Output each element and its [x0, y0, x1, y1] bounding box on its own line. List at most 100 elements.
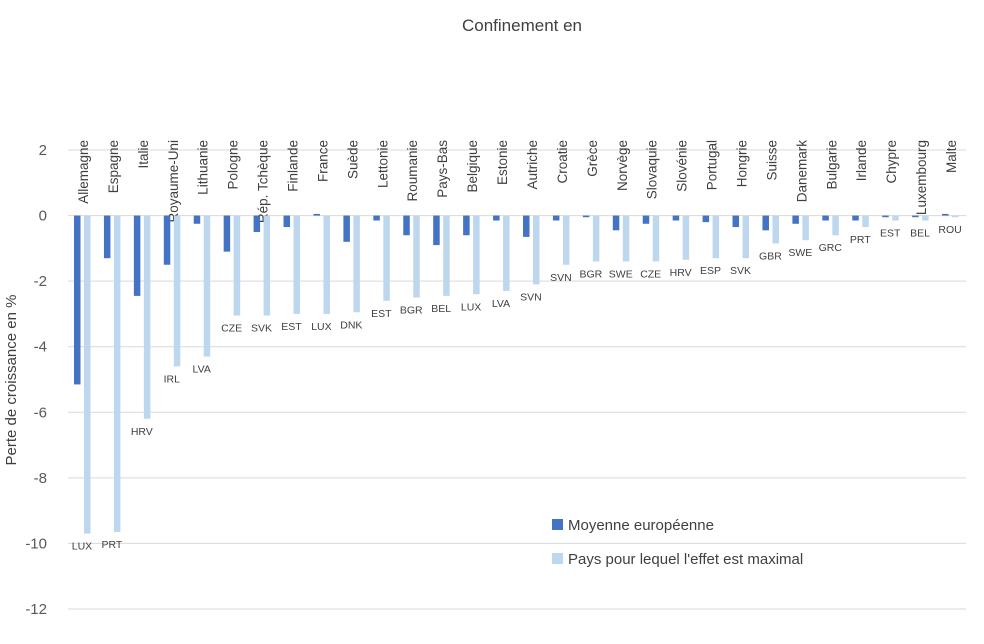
country-code-label: LVA — [492, 298, 510, 310]
country-code-label: BGR — [579, 268, 602, 280]
bar-moyenne — [732, 215, 740, 228]
bar-moyenne — [463, 215, 470, 236]
bar-moyenne — [762, 215, 769, 231]
y-tick-label: -4 — [34, 339, 47, 356]
category-label: Norvège — [615, 140, 630, 191]
category-label: Lettonie — [375, 140, 390, 188]
bar-moyenne — [882, 215, 889, 218]
country-code-label: IRL — [164, 373, 181, 385]
country-code-label: HRV — [131, 426, 153, 438]
y-tick-label: 2 — [39, 142, 47, 159]
bar-moyenne — [373, 215, 380, 221]
country-code-label: LVA — [193, 364, 211, 376]
category-label: France — [315, 140, 330, 182]
country-code-label: BEL — [910, 227, 930, 239]
category-label: Lithuanie — [196, 140, 211, 195]
country-code-label: SVK — [730, 265, 751, 277]
bar-moyenne — [103, 215, 111, 259]
category-label: Pays-Bas — [435, 140, 450, 198]
bar-moyenne — [223, 215, 231, 252]
country-code-label: SVN — [550, 272, 572, 284]
country-code-label: PRT — [850, 234, 871, 246]
bar-moyenne — [912, 215, 919, 218]
bar-max — [143, 215, 151, 419]
legend-swatch-moyenne — [552, 519, 563, 530]
legend-swatch-max — [552, 553, 563, 564]
bar-max — [772, 215, 779, 244]
bar-moyenne — [702, 215, 710, 223]
category-label: Estonie — [495, 140, 510, 185]
bar-moyenne — [133, 215, 141, 296]
bar-max — [413, 215, 420, 298]
bar-max — [712, 215, 720, 259]
country-code-label: CZE — [640, 268, 661, 280]
bar-moyenne — [193, 215, 201, 224]
category-label: Suisse — [764, 140, 779, 181]
bar-moyenne — [163, 215, 171, 265]
country-code-label: GRC — [819, 242, 843, 254]
country-code-label: SWE — [609, 268, 633, 280]
bar-max — [862, 215, 869, 228]
bar-max — [802, 215, 809, 241]
country-code-label: PRT — [101, 539, 122, 551]
category-label: Croatie — [555, 140, 570, 184]
category-label: Italie — [136, 140, 151, 169]
country-code-label: LUX — [461, 301, 481, 313]
bar-moyenne — [612, 215, 620, 231]
category-label: Luxembourg — [914, 140, 929, 215]
bar-max — [622, 215, 630, 262]
category-label: Hongrie — [735, 140, 750, 187]
bar-max — [233, 215, 241, 316]
category-label: Belgique — [465, 140, 480, 193]
category-label: Suède — [345, 140, 360, 179]
bar-moyenne — [313, 213, 320, 216]
bar-moyenne — [942, 213, 949, 216]
country-code-label: HRV — [670, 267, 692, 279]
bar-max — [443, 215, 450, 296]
country-code-label: LUX — [311, 321, 331, 333]
chart-title: Confinement en — [462, 16, 582, 35]
country-code-label: DNK — [340, 319, 362, 331]
y-tick-label: 0 — [39, 208, 47, 225]
bar-max — [84, 215, 91, 534]
bar-max — [173, 215, 181, 367]
category-label: Malte — [944, 140, 959, 173]
category-label: Slovaquie — [645, 140, 660, 199]
country-code-label: SVK — [251, 323, 272, 335]
bar-max — [742, 215, 750, 259]
y-axis-ticks: 2 0 -2 -4 -6 -8 -10 -12 — [25, 142, 47, 618]
bars — [74, 213, 959, 534]
country-code-label: SVN — [520, 291, 542, 303]
bar-moyenne — [253, 215, 261, 232]
bar-moyenne — [493, 215, 500, 221]
bar-moyenne — [74, 215, 81, 385]
bar-max — [383, 215, 390, 301]
bar-max — [323, 215, 330, 314]
y-tick-label: -10 — [25, 535, 47, 552]
bar-max — [533, 215, 540, 285]
bar-max — [592, 215, 600, 262]
category-label: Roumanie — [405, 140, 420, 202]
y-axis-label: Perte de croissance en % — [3, 295, 20, 466]
bar-moyenne — [582, 215, 590, 218]
bar-max — [892, 215, 899, 221]
category-label: Rép. Tchèque — [256, 140, 271, 223]
bar-moyenne — [403, 215, 410, 236]
bar-max — [473, 215, 480, 295]
legend-label-max: Pays pour lequel l'effet est maximal — [568, 551, 803, 568]
country-code-label: ESP — [700, 265, 721, 277]
bar-moyenne — [523, 215, 530, 237]
bar-moyenne — [672, 215, 680, 221]
bar-max — [293, 215, 301, 314]
y-tick-label: -8 — [34, 470, 47, 487]
category-label: Irlande — [854, 140, 869, 181]
category-label: Autriche — [525, 140, 540, 190]
bar-max — [562, 215, 570, 265]
category-label: Pologne — [226, 140, 241, 190]
country-code-label: EST — [371, 308, 392, 320]
bar-moyenne — [433, 215, 440, 246]
bar-max — [922, 215, 929, 221]
category-label: Portugal — [705, 140, 720, 190]
category-label: Slovénie — [675, 140, 690, 192]
